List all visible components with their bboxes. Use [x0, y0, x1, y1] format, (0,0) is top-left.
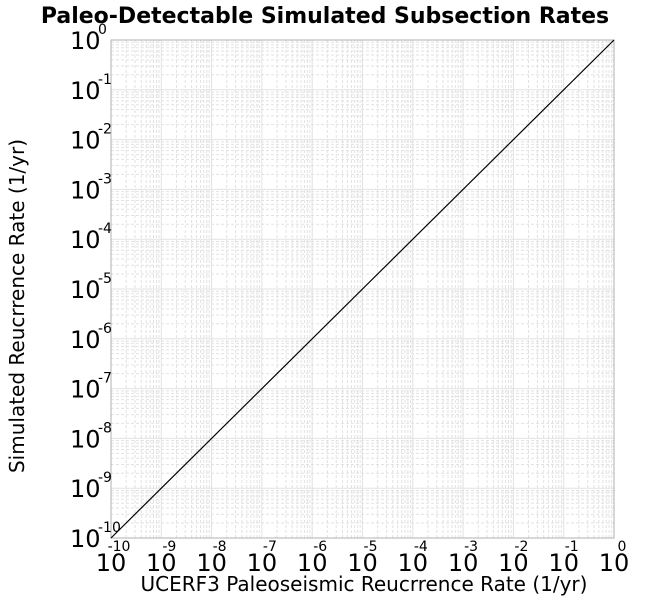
x-tick-label-base: 10 [398, 549, 429, 577]
y-tick-label-base: 10 [70, 326, 101, 354]
x-tick-label-base: 10 [146, 549, 177, 577]
x-tick-label-base: 10 [347, 549, 378, 577]
y-tick-label-base: 10 [70, 376, 101, 404]
y-tick-label-base: 10 [70, 127, 101, 155]
x-tick-label-exponent: 0 [618, 539, 627, 555]
y-tick-label-base: 10 [70, 276, 101, 304]
y-axis-label: Simulated Reucrrence Rate (1/yr) [5, 139, 29, 473]
y-tick-label-exponent: -10 [98, 520, 121, 536]
chart-title: Paleo-Detectable Simulated Subsection Ra… [41, 4, 609, 29]
x-tick-label-base: 10 [599, 549, 630, 577]
series-layer [110, 39, 615, 539]
y-tick-label-exponent: -1 [98, 72, 112, 88]
y-tick-label-base: 10 [70, 226, 101, 254]
x-tick-label-base: 10 [196, 549, 227, 577]
plot-frame [110, 39, 615, 539]
y-tick-label-base: 10 [70, 27, 101, 55]
y-tick-label-base: 10 [70, 475, 101, 503]
x-tick-label-base: 10 [297, 549, 328, 577]
y-tick-label-exponent: -5 [98, 271, 112, 287]
x-tick-label-exponent: -10 [108, 539, 131, 555]
x-tick-label-base: 10 [247, 549, 278, 577]
y-tick-label-exponent: -4 [98, 221, 112, 237]
x-tick-label-exponent: -9 [162, 539, 176, 555]
y-tick-label-base: 10 [70, 525, 101, 553]
grid [110, 40, 614, 539]
x-tick-label-exponent: -3 [464, 539, 478, 555]
y-tick-label-exponent: 0 [98, 22, 107, 38]
x-tick-label-exponent: -8 [213, 539, 227, 555]
y-tick-label-exponent: -2 [98, 122, 112, 138]
x-tick-label-base: 10 [548, 549, 579, 577]
x-tick-label-exponent: -6 [313, 539, 327, 555]
y-axis-ticks: 10-1010-910-810-710-610-510-410-310-210-… [70, 22, 121, 553]
y-tick-label-exponent: -6 [98, 321, 112, 337]
y-tick-label-exponent: -3 [98, 171, 112, 187]
y-tick-label-exponent: -7 [98, 371, 112, 387]
x-tick-label-exponent: -4 [414, 539, 428, 555]
x-tick-label-base: 10 [498, 549, 529, 577]
x-tick-label-exponent: -5 [364, 539, 378, 555]
series-line-1 [110, 39, 615, 539]
y-tick-label-exponent: -8 [98, 420, 112, 436]
x-tick-label-base: 10 [96, 549, 127, 577]
x-tick-label-exponent: -2 [514, 539, 528, 555]
y-tick-label-base: 10 [70, 176, 101, 204]
y-tick-label-base: 10 [70, 425, 101, 453]
x-tick-label-exponent: -7 [263, 539, 277, 555]
y-tick-label-exponent: -9 [98, 470, 112, 486]
x-tick-label-base: 10 [448, 549, 479, 577]
y-tick-label-base: 10 [70, 77, 101, 105]
x-axis-label: UCERF3 Paleoseismic Reucrrence Rate (1/y… [141, 572, 588, 596]
x-axis-ticks: 10-1010-910-810-710-610-510-410-310-210-… [96, 539, 630, 577]
x-tick-label-exponent: -1 [565, 539, 579, 555]
